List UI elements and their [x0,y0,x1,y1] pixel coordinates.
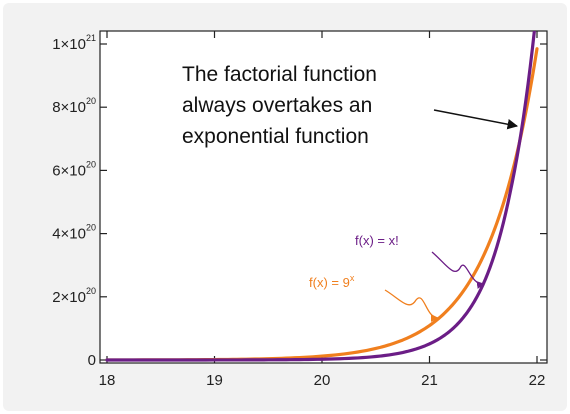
y-tick-exponent-5: 21 [86,33,96,43]
y-tick-exponent-4: 20 [86,96,96,106]
y-tick-exponent-2: 20 [86,223,96,233]
series-line-factorial [105,31,536,362]
x-tick-label-21: 21 [421,372,438,389]
y-tick-label-2: 4×1020 [52,223,96,243]
y-tick-mantissa-5: 1×10 [52,36,86,53]
y-tick-label-4: 8×1020 [52,96,96,116]
y-tick-mantissa-1: 2×10 [52,289,86,306]
y-tick-mantissa-2: 4×10 [52,226,86,243]
y-tick-exponent-1: 20 [86,286,96,296]
x-tick-label-22: 22 [529,372,546,389]
y-tick-label-0: 0 [88,352,96,369]
y-tick-mantissa-0: 0 [88,352,96,369]
annotation-line-2: always overtakes an [182,94,372,117]
x-tick-label-18: 18 [99,372,116,389]
plot-area [99,30,548,364]
y-tick-label-3: 6×1020 [52,159,96,179]
y-tick-label-5: 1×1021 [52,33,96,53]
annotation-line-3: exponential function [182,125,369,148]
series-label-exponential-sup: x [350,273,355,283]
y-tick-exponent-3: 20 [86,159,96,169]
annotation-arrow [433,109,519,130]
x-tick-label-19: 19 [206,372,223,389]
series-label-factorial: f(x) = x! [355,233,399,248]
x-tick-label-20: 20 [314,372,331,389]
x-axis-ticks: 18 19 20 21 22 [99,31,546,389]
y-tick-mantissa-3: 6×10 [52,162,86,179]
y-tick-mantissa-4: 8×10 [52,99,86,116]
series-pointer-factorial [431,251,485,289]
series-label-exponential: f(x) = 9x [309,273,355,290]
annotation-line-1: The factorial function [182,63,377,86]
series-pointer-exponential [384,289,439,322]
y-tick-label-1: 2×1020 [52,286,96,306]
